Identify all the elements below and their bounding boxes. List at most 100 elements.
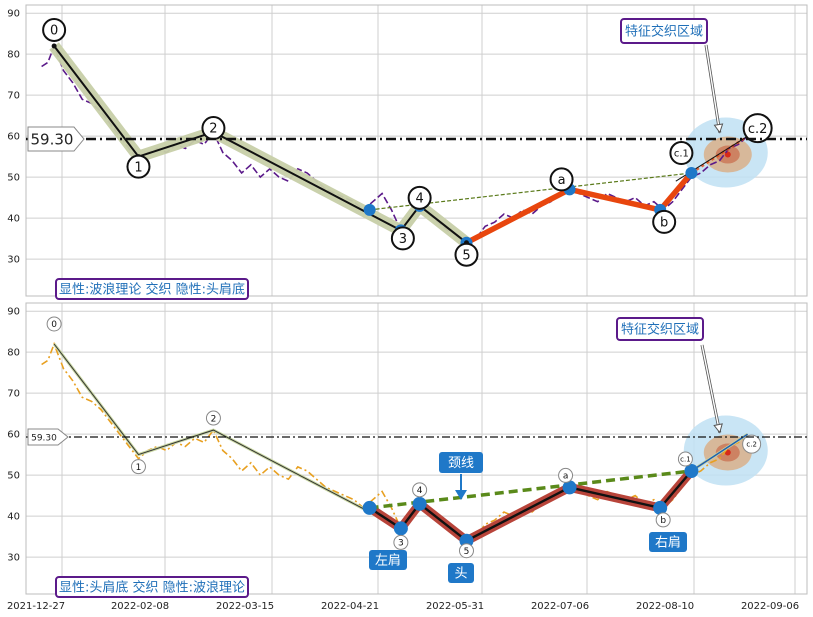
- wave-label-text: 5: [462, 248, 470, 263]
- wave-label-text: 2: [211, 414, 217, 424]
- y-tick-label: 80: [7, 348, 20, 359]
- neckline-label-box: [439, 452, 483, 473]
- wave-label-text: c.1: [680, 456, 691, 464]
- wave-line: [53, 45, 468, 244]
- price-level-text: 59.30: [31, 434, 57, 444]
- wave-label-circle: [742, 113, 773, 144]
- feature-arrow-bottom-shaft-inner: [701, 344, 721, 433]
- y-tick-label: 50: [7, 471, 20, 482]
- head-label-text: 头: [454, 567, 467, 582]
- y-tick-label: 80: [7, 50, 20, 61]
- legend-bottom-text: 显性:头肩底 交织 隐性:波浪理论: [59, 580, 245, 596]
- wave-label-text: 0: [51, 320, 57, 330]
- price-level-tag: [27, 126, 85, 152]
- right-shoulder-label-text: 右肩: [655, 535, 681, 551]
- blue-marker: [363, 203, 376, 216]
- wave-label-text: b: [660, 216, 668, 231]
- feature-label-bottom-text: 特征交织区域: [621, 322, 699, 338]
- wave-label-text: c.2: [748, 122, 768, 137]
- wave-label-text: 4: [417, 486, 423, 496]
- hs-marker: [562, 480, 577, 495]
- x-tick-label: 2022-05-31: [426, 601, 484, 612]
- hs-marker: [412, 496, 427, 511]
- wave-label-text: b: [660, 516, 666, 526]
- hs-marker: [393, 521, 408, 536]
- neckline: [369, 469, 692, 510]
- wave-label-circle: [652, 209, 677, 234]
- wave-label-circle: [669, 141, 694, 166]
- wave-label-circle: [677, 451, 693, 467]
- x-tick-label: 2022-04-21: [321, 601, 379, 612]
- wave-label-text: c.2: [746, 441, 757, 449]
- right-shoulder-label-box: [649, 532, 687, 552]
- top-panel: 30 40 50 60 70 80 90 0 1 2 3 4 5 a b c.1 c.2 59.30 特征交织区域显…: [7, 4, 808, 300]
- wave-label-circle: [407, 185, 432, 210]
- legend-bottom-box: [55, 576, 249, 598]
- blue-marker: [685, 167, 698, 180]
- plot-frame: [25, 4, 808, 297]
- y-tick-label: 40: [7, 214, 20, 225]
- legend-top-text: 显性:波浪理论 交织 隐性:头肩底: [59, 282, 245, 298]
- wave-label-circle: [655, 512, 671, 528]
- head-label-box: [448, 563, 474, 583]
- feature-label-top-text: 特征交织区域: [625, 24, 703, 40]
- wave-label-circle: [454, 242, 479, 267]
- wave-label-text: a: [558, 173, 566, 188]
- x-tick-label: 2022-08-10: [636, 601, 694, 612]
- wave-label-circle: [42, 17, 67, 42]
- x-tick-label: 2022-09-06: [741, 601, 799, 612]
- y-tick-label: 30: [7, 255, 20, 266]
- left-shoulder-label-text: 左肩: [375, 553, 401, 569]
- feature-label-top-box: [620, 18, 708, 44]
- wave-label-circle: [205, 410, 221, 426]
- y-tick-label: 50: [7, 173, 20, 184]
- wave-label-text: 3: [398, 539, 404, 549]
- wave-label-circle: [126, 154, 151, 179]
- hs-marker: [653, 500, 668, 515]
- y-tick-label: 30: [7, 553, 20, 564]
- wave-label-circle: [742, 434, 762, 454]
- feature-arrow-top-head: [713, 123, 724, 134]
- feature-label-bottom-box: [616, 317, 704, 341]
- wave-label-text: 2: [209, 122, 217, 137]
- y-tick-label: 70: [7, 389, 20, 400]
- wave-label-circle: [130, 459, 146, 475]
- neckline-label-text: 颈线: [448, 456, 474, 471]
- neckline-arrow-head: [455, 490, 467, 500]
- wave-vertex: [51, 43, 57, 49]
- feature-arrow-top-shaft-inner: [705, 44, 721, 133]
- wave-label-text: 0: [50, 24, 58, 39]
- wave-label-circle: [46, 316, 62, 332]
- plot-frame: [25, 302, 808, 595]
- wave-label-text: a: [563, 472, 569, 482]
- y-tick-label: 90: [7, 307, 20, 318]
- breakout-line: [690, 433, 749, 472]
- wave-label-text: 4: [415, 192, 423, 207]
- y-tick-label: 70: [7, 91, 20, 102]
- price-level-text: 59.30: [31, 131, 74, 149]
- x-tick-label: 2022-03-15: [216, 601, 274, 612]
- y-tick-label: 90: [7, 9, 20, 20]
- y-tick-label: 60: [7, 430, 20, 441]
- left-shoulder-label-box: [369, 550, 407, 570]
- wave-label-text: c.1: [674, 149, 689, 160]
- wave-label-circle: [412, 482, 428, 498]
- wave-label-text: 5: [464, 547, 470, 557]
- x-tick-label: 2022-02-08: [111, 601, 169, 612]
- wave-label-text: 1: [136, 463, 142, 473]
- legend-top-box: [55, 278, 249, 300]
- x-tick-label: 2022-07-06: [531, 601, 589, 612]
- feature-arrow-bottom-head: [713, 423, 723, 434]
- hs-marker: [362, 500, 377, 515]
- wave-label-circle: [558, 467, 574, 483]
- hs-marker: [684, 464, 699, 479]
- wave-label-circle: [393, 534, 409, 550]
- wave-label-circle: [458, 543, 474, 559]
- y-tick-label: 60: [7, 132, 20, 143]
- wave-label-circle: [390, 226, 415, 251]
- wave-label-circle: [549, 167, 574, 192]
- wave-label-text: 3: [399, 232, 407, 247]
